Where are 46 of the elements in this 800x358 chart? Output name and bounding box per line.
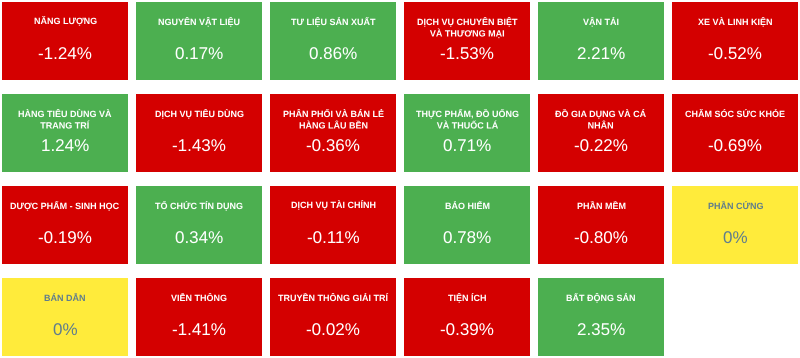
data-label: 0.34% [175,228,224,247]
data-label: -0.11% [307,228,360,247]
category-label: BÁN DẪN [44,292,86,303]
data-label: 1.24% [41,136,90,155]
category-label: PHẦN CỨNG [708,200,764,211]
data-label: -0.36% [306,136,360,155]
category-label: TRUYỀN THÔNG GIẢI TRÍ [278,292,388,303]
data-label: -1.24% [38,44,92,63]
data-label: -0.80% [574,228,628,247]
category-label: CHĂM SÓC SỨC KHỎE [685,108,785,119]
category-label: DỊCH VỤ CHUYÊN BIỆT VÀ THƯƠNG MẠI [417,16,518,39]
data-label: -0.19% [38,228,92,247]
data-label: 0.17% [175,44,224,63]
data-label: -0.69% [708,136,762,155]
data-label: 0.86% [309,44,358,63]
data-label: -1.53% [440,44,494,63]
data-label: -1.43% [172,136,226,155]
category-label: NGUYÊN VẬT LIỆU [158,16,240,27]
category-label: PHẦN MỀM [577,200,626,211]
category-label: THỰC PHẨM, ĐỒ UỐNG VÀ THUỐC LÁ [416,108,519,131]
category-label: DỊCH VỤ TIÊU DÙNG [155,108,244,119]
category-label: TỔ CHỨC TÍN DỤNG [155,200,243,211]
category-label: TƯ LIỆU SẢN XUẤT [291,16,376,27]
data-label: 0% [53,320,78,339]
data-label: 0% [723,228,748,247]
category-label: DƯỢC PHẨM - SINH HỌC [10,200,120,211]
category-label: DỊCH VỤ TÀI CHÍNH [291,200,376,210]
data-label: 2.21% [577,44,626,63]
data-label: -1.41% [172,320,226,339]
category-label: ĐỒ GIA DỤNG VÀ CÁ NHÂN [555,108,647,131]
category-label: HÀNG TIÊU DÙNG VÀ TRANG TRÍ [18,108,112,131]
category-label: BẤT ĐỘNG SẢN [566,292,636,303]
category-label: VẬN TẢI [583,16,619,27]
category-label: TIỆN ÍCH [448,292,487,303]
data-label: 0.71% [443,136,492,155]
category-label: XE VÀ LINH KIỆN [698,16,773,27]
data-label: -0.02% [306,320,360,339]
data-label: 0.78% [443,228,492,247]
data-label: 2.35% [577,320,626,339]
data-label: -0.52% [708,44,762,63]
category-label: NĂNG LƯỢNG [34,16,98,26]
data-label: -0.22% [574,136,628,155]
category-label: PHÂN PHỐI VÀ BÁN LẺ HÀNG LÂU BỀN [283,108,384,131]
data-label: -0.39% [440,320,494,339]
category-label: VIỄN THÔNG [171,292,228,303]
category-label: BẢO HIỂM [445,200,490,211]
